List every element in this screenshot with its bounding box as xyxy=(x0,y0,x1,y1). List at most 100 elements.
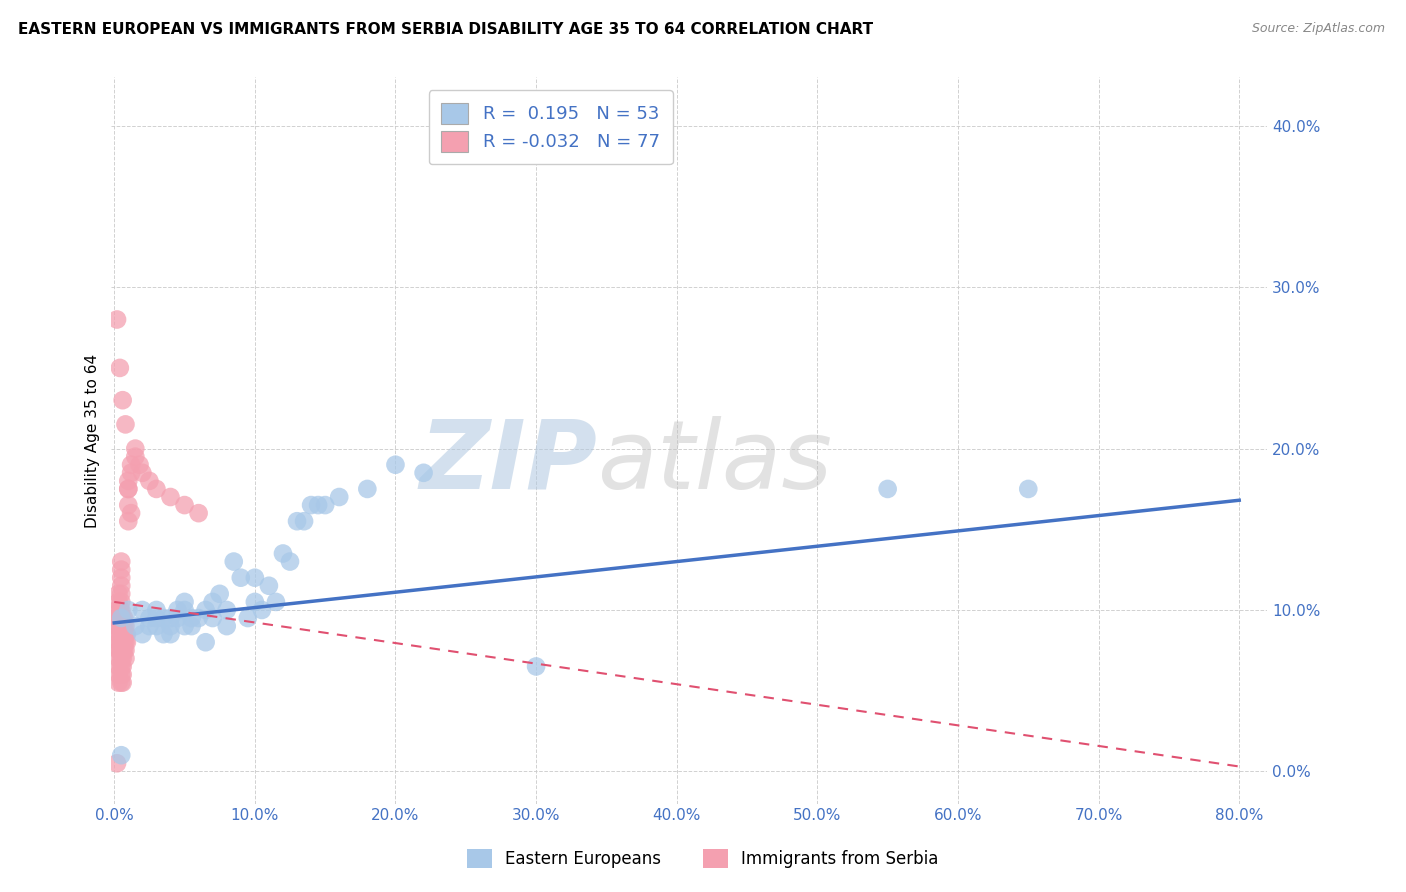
Point xyxy=(131,627,153,641)
Point xyxy=(384,458,406,472)
Point xyxy=(173,603,195,617)
Point xyxy=(159,611,181,625)
Point xyxy=(105,611,128,625)
Point xyxy=(110,555,132,569)
Point xyxy=(107,627,129,641)
Point xyxy=(110,571,132,585)
Point xyxy=(194,603,217,617)
Point xyxy=(108,611,131,625)
Point xyxy=(145,603,167,617)
Point xyxy=(120,466,142,480)
Point xyxy=(110,748,132,763)
Point xyxy=(110,611,132,625)
Point xyxy=(215,603,238,617)
Point xyxy=(110,651,132,665)
Point xyxy=(159,627,181,641)
Point xyxy=(107,675,129,690)
Point xyxy=(107,651,129,665)
Point xyxy=(105,756,128,771)
Point xyxy=(107,635,129,649)
Text: Source: ZipAtlas.com: Source: ZipAtlas.com xyxy=(1251,22,1385,36)
Point xyxy=(115,627,138,641)
Point xyxy=(180,611,202,625)
Point xyxy=(314,498,336,512)
Point xyxy=(105,312,128,326)
Point xyxy=(131,603,153,617)
Point xyxy=(110,611,132,625)
Point xyxy=(166,603,188,617)
Point xyxy=(105,619,128,633)
Point xyxy=(124,619,146,633)
Point xyxy=(117,474,139,488)
Point xyxy=(120,506,142,520)
Point xyxy=(173,595,195,609)
Point xyxy=(110,595,132,609)
Point xyxy=(111,635,134,649)
Point xyxy=(111,619,134,633)
Point xyxy=(107,659,129,673)
Point xyxy=(1017,482,1039,496)
Point xyxy=(107,643,129,657)
Point xyxy=(110,587,132,601)
Point xyxy=(201,595,224,609)
Point xyxy=(112,611,135,625)
Point xyxy=(114,635,136,649)
Point xyxy=(111,627,134,641)
Point xyxy=(111,659,134,673)
Point xyxy=(110,635,132,649)
Point xyxy=(114,417,136,432)
Point xyxy=(138,474,160,488)
Point xyxy=(117,482,139,496)
Point xyxy=(131,466,153,480)
Point xyxy=(108,603,131,617)
Point xyxy=(112,619,135,633)
Point xyxy=(107,667,129,681)
Point xyxy=(111,651,134,665)
Point xyxy=(112,627,135,641)
Point xyxy=(285,514,308,528)
Point xyxy=(159,490,181,504)
Point xyxy=(145,611,167,625)
Point xyxy=(111,611,134,625)
Point xyxy=(108,360,131,375)
Point xyxy=(111,667,134,681)
Point xyxy=(120,458,142,472)
Point xyxy=(138,619,160,633)
Point xyxy=(114,627,136,641)
Point xyxy=(271,547,294,561)
Point xyxy=(236,611,259,625)
Point xyxy=(117,498,139,512)
Point xyxy=(412,466,434,480)
Point xyxy=(108,635,131,649)
Point xyxy=(110,603,132,617)
Point xyxy=(173,619,195,633)
Point xyxy=(278,555,301,569)
Point xyxy=(107,587,129,601)
Point xyxy=(876,482,898,496)
Point xyxy=(173,498,195,512)
Text: EASTERN EUROPEAN VS IMMIGRANTS FROM SERBIA DISABILITY AGE 35 TO 64 CORRELATION C: EASTERN EUROPEAN VS IMMIGRANTS FROM SERB… xyxy=(18,22,873,37)
Point xyxy=(112,643,135,657)
Point xyxy=(215,619,238,633)
Point xyxy=(108,627,131,641)
Point xyxy=(356,482,378,496)
Point xyxy=(222,555,245,569)
Point xyxy=(243,571,266,585)
Point xyxy=(117,482,139,496)
Y-axis label: Disability Age 35 to 64: Disability Age 35 to 64 xyxy=(86,353,100,527)
Point xyxy=(128,458,150,472)
Point xyxy=(257,579,280,593)
Legend: R =  0.195   N = 53, R = -0.032   N = 77: R = 0.195 N = 53, R = -0.032 N = 77 xyxy=(429,90,672,164)
Text: atlas: atlas xyxy=(598,416,832,508)
Point xyxy=(152,611,174,625)
Point xyxy=(292,514,315,528)
Point xyxy=(105,603,128,617)
Point xyxy=(110,675,132,690)
Point xyxy=(110,627,132,641)
Point xyxy=(187,506,209,520)
Point xyxy=(250,603,273,617)
Point xyxy=(145,619,167,633)
Point xyxy=(114,651,136,665)
Point xyxy=(307,498,329,512)
Point xyxy=(117,603,139,617)
